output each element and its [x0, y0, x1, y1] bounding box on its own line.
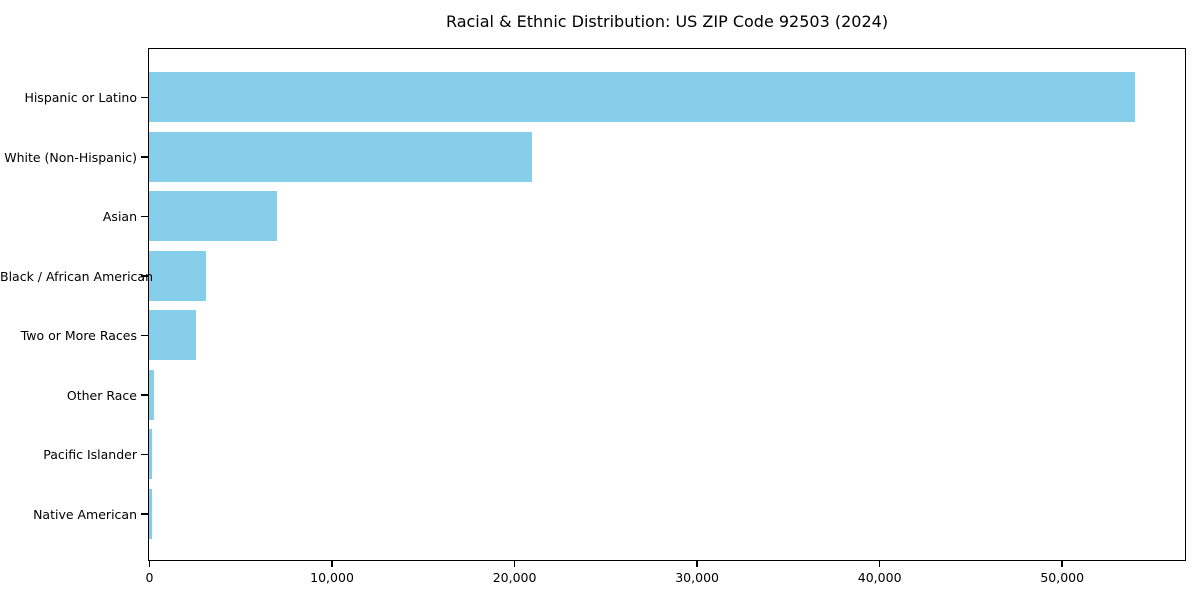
x-tick-label: 40,000	[857, 570, 902, 585]
x-tick-mark	[513, 561, 516, 567]
y-tick-mark	[141, 513, 148, 515]
y-tick-mark	[141, 215, 148, 218]
y-axis-label: Black / African American	[0, 268, 154, 284]
y-tick-mark	[141, 156, 148, 158]
y-axis-label: Two or More Races	[20, 328, 137, 343]
bar	[149, 310, 197, 360]
y-tick-mark	[141, 453, 148, 456]
bar	[149, 191, 277, 241]
x-tick-label: 0	[145, 570, 154, 585]
y-axis-label: Hispanic or Latino	[24, 90, 137, 105]
y-axis-label: White (Non-Hispanic)	[4, 149, 137, 165]
bar	[149, 429, 152, 479]
x-tick-label: 20,000	[492, 570, 537, 585]
bar	[149, 488, 152, 539]
y-tick-mark	[141, 275, 148, 277]
plot-area	[148, 48, 1186, 561]
x-tick-label: 10,000	[310, 570, 354, 585]
x-tick-label: 30,000	[675, 570, 719, 585]
bar	[149, 72, 1135, 122]
y-axis-label: Other Race	[66, 387, 137, 403]
x-tick-label: 50,000	[1040, 570, 1085, 585]
bar	[149, 250, 206, 301]
bar	[149, 369, 154, 420]
x-tick-mark	[696, 561, 698, 567]
chart-title: Racial & Ethnic Distribution: US ZIP Cod…	[445, 12, 889, 31]
y-axis-label: Pacific Islander	[43, 447, 137, 462]
y-axis-label: Asian	[102, 209, 137, 224]
x-tick-mark	[1061, 561, 1063, 567]
y-axis-label: Native American	[33, 506, 137, 522]
x-tick-mark	[331, 561, 333, 567]
y-tick-mark	[141, 334, 148, 337]
x-tick-mark	[148, 561, 151, 567]
bar	[149, 131, 533, 182]
y-tick-mark	[141, 394, 148, 396]
y-tick-mark	[141, 96, 148, 99]
x-tick-mark	[878, 561, 881, 567]
